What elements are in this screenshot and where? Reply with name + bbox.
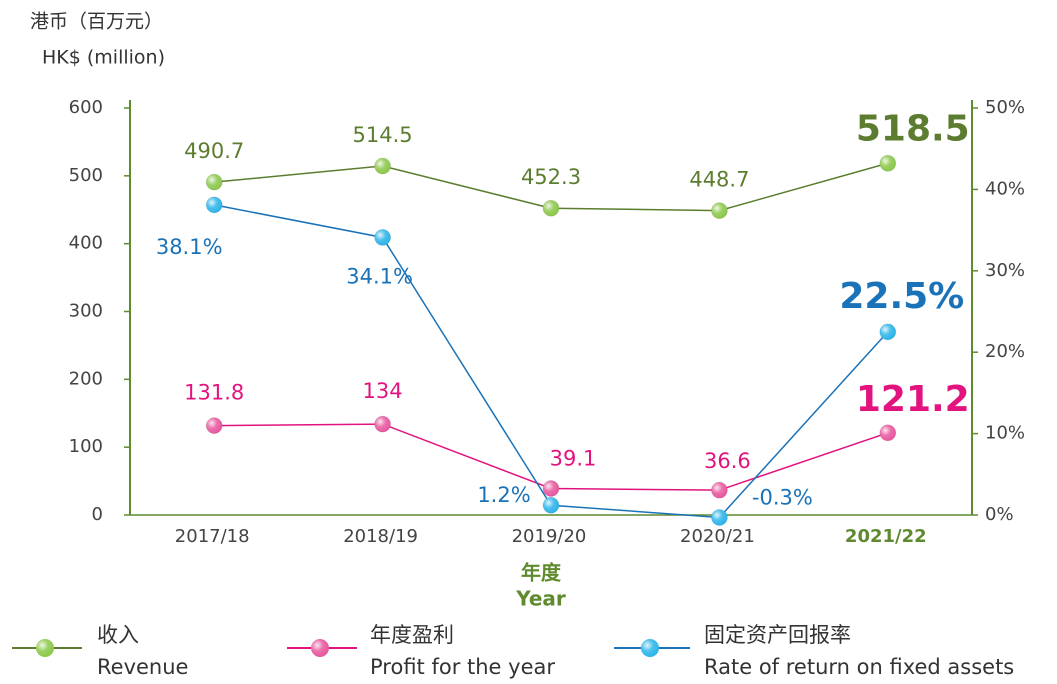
y2-tick-label: 0% [985,504,1014,525]
y2-tick-label: 20% [985,341,1025,362]
data-label: 1.2% [477,483,530,507]
point-shine [206,196,223,213]
y2-tick-label: 10% [985,423,1025,444]
series-line [214,204,889,519]
x-axis-label-en: Year [515,587,566,611]
point-shine [543,497,559,514]
point-shine [374,229,391,246]
point-shine [374,416,391,433]
legend-label: 年度盈利 [370,623,454,647]
legend-label: 固定资产回报率 [704,623,851,647]
legend-marker-shine [311,639,329,657]
y-axis-label: 港币（百万元） [30,11,163,33]
legend-label-en: Rate of return on fixed assets [704,655,1014,679]
point-shine [879,155,896,172]
point-shine [206,174,223,191]
point-shine [206,417,223,434]
y-tick-label: 500 [69,165,103,186]
x-tick-label: 2020/21 [680,526,755,547]
point-shine [543,480,559,497]
legend-marker-shine [641,639,659,657]
legend-label-en: Profit for the year [370,655,555,679]
point-shine [879,424,896,441]
data-label: 36.6 [704,449,751,473]
y2-tick-label: 50% [985,97,1025,118]
data-label: 452.3 [521,165,581,189]
legend-label-en: Revenue [97,655,188,679]
y-tick-label: 300 [69,301,103,322]
y-tick-label: 0 [92,504,103,525]
y2-tick-label: 30% [985,260,1025,281]
point-shine [879,323,896,340]
y2-tick-label: 40% [985,178,1025,199]
data-label: 490.7 [184,139,244,163]
y-tick-label: 600 [69,97,103,118]
data-label: 514.5 [353,123,413,147]
legend-label: 收入 [97,623,139,647]
point-shine [711,482,728,499]
y-tick-label: 400 [69,233,103,254]
x-axis-label: 年度 [521,561,562,585]
point-shine [711,509,728,526]
x-tick-label: 2019/20 [512,526,587,547]
data-label: -0.3% [752,485,813,509]
y-tick-label: 200 [69,368,103,389]
data-label: 22.5% [839,276,964,317]
point-shine [711,202,728,219]
data-label: 34.1% [346,264,413,288]
data-label: 448.7 [689,168,749,192]
data-label: 121.2 [856,379,970,420]
x-tick-label: 2017/18 [175,526,250,547]
point-shine [543,200,559,217]
data-label: 39.1 [550,446,597,470]
x-tick-label: 2018/19 [343,526,418,547]
data-label: 38.1% [156,235,223,259]
point-shine [374,157,391,174]
data-label: 518.5 [856,108,970,149]
data-label: 131.8 [184,381,244,405]
y-axis-label-en: HK$ (million) [42,47,165,69]
legend-marker-shine [36,639,54,657]
data-label: 134 [363,379,403,403]
x-tick-label: 2021/22 [845,526,927,547]
y-tick-label: 100 [69,436,103,457]
